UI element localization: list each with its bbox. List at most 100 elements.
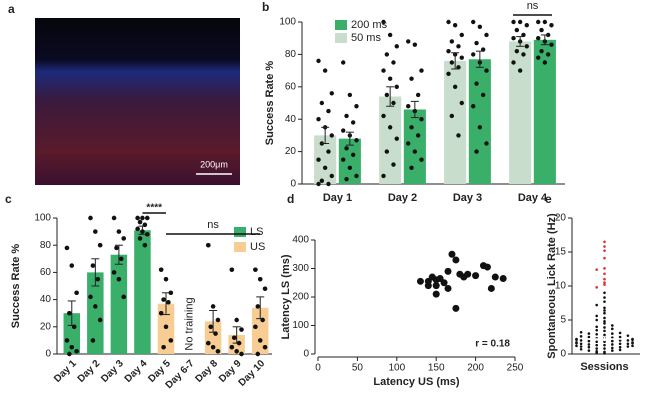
legend-swatch xyxy=(335,20,347,30)
data-point xyxy=(587,343,591,346)
data-point xyxy=(163,277,169,282)
data-point xyxy=(384,149,390,154)
x-tick-label: 250 xyxy=(507,363,524,374)
data-point xyxy=(549,23,554,28)
y-tick-label: 20 xyxy=(555,213,567,224)
data-point xyxy=(444,284,452,292)
data-point xyxy=(626,342,630,346)
data-point xyxy=(521,52,526,57)
data-point xyxy=(394,44,399,49)
data-point xyxy=(93,304,98,309)
data-point xyxy=(406,104,411,109)
data-point xyxy=(255,304,261,309)
data-point xyxy=(137,236,143,241)
data-point xyxy=(319,100,325,106)
data-point xyxy=(587,335,591,339)
data-point xyxy=(215,317,221,323)
data-point xyxy=(341,157,346,162)
data-point xyxy=(603,340,606,344)
data-point xyxy=(262,286,268,291)
data-point xyxy=(474,81,479,86)
data-point xyxy=(412,149,418,154)
data-point xyxy=(97,243,103,248)
data-point xyxy=(595,325,598,329)
data-point xyxy=(74,349,79,354)
y-tick-label: 40 xyxy=(40,294,52,305)
data-point xyxy=(329,91,334,96)
data-point xyxy=(159,311,164,316)
x-tick-label: 100 xyxy=(388,363,405,374)
data-point xyxy=(381,68,386,73)
data-point xyxy=(440,279,448,287)
data-point xyxy=(168,290,173,295)
y-tick-label: 0 xyxy=(303,349,309,360)
data-point xyxy=(611,339,614,343)
data-point xyxy=(603,316,606,320)
data-point xyxy=(394,84,399,90)
data-point xyxy=(626,334,630,337)
x-tick-label: Day 2 xyxy=(76,358,103,385)
data-point xyxy=(464,270,472,278)
data-point xyxy=(326,149,331,154)
bar xyxy=(403,109,426,184)
data-point xyxy=(93,229,98,234)
legend-label: 200 ms xyxy=(351,19,388,31)
legend-label: US xyxy=(250,241,265,253)
data-point xyxy=(452,23,458,28)
data-point xyxy=(394,136,399,141)
data-point xyxy=(344,176,349,182)
data-point xyxy=(603,245,606,248)
data-point xyxy=(350,120,356,125)
legend-swatch xyxy=(335,33,347,43)
data-point xyxy=(549,42,554,47)
panel-label: e xyxy=(545,192,552,206)
bar xyxy=(63,313,81,354)
data-point xyxy=(484,68,489,73)
y-tick-label: 15 xyxy=(555,247,567,258)
data-point xyxy=(487,284,495,292)
x-tick-label: 50 xyxy=(352,363,364,374)
y-axis-label: Success Rate % xyxy=(10,244,22,329)
data-point xyxy=(206,340,211,346)
y-tick-label: 0 xyxy=(560,349,566,360)
data-point xyxy=(631,341,634,344)
x-tick-label: 200 xyxy=(467,363,484,374)
data-point xyxy=(511,60,516,65)
data-point xyxy=(524,44,529,49)
x-tick-label: Day 3 xyxy=(99,358,126,385)
data-point xyxy=(229,267,235,272)
data-point xyxy=(166,300,171,305)
data-point xyxy=(97,317,103,323)
data-point xyxy=(452,256,460,264)
data-point xyxy=(344,113,349,119)
data-point xyxy=(587,349,591,352)
data-point xyxy=(74,290,79,295)
annotation: ns xyxy=(207,219,219,231)
legend-label: 50 ms xyxy=(351,32,381,44)
legend-swatch xyxy=(234,227,246,237)
y-tick-label: 400 xyxy=(292,235,309,246)
data-point xyxy=(326,108,331,114)
data-point xyxy=(579,342,583,346)
data-point xyxy=(626,339,630,342)
data-point xyxy=(456,44,461,49)
panel-label: c xyxy=(5,192,12,206)
data-point xyxy=(456,65,461,70)
data-point xyxy=(456,133,461,138)
data-point xyxy=(595,318,598,322)
data-point xyxy=(381,173,386,179)
data-point xyxy=(471,52,476,57)
data-point xyxy=(64,245,70,251)
data-point xyxy=(69,345,74,350)
data-point xyxy=(424,282,432,290)
data-point xyxy=(471,104,476,109)
data-point xyxy=(595,349,598,353)
data-point xyxy=(449,39,455,44)
legend-label: LS xyxy=(250,226,263,238)
data-point xyxy=(595,303,598,307)
data-point xyxy=(484,141,489,146)
y-tick-label: 0 xyxy=(45,349,51,360)
data-point xyxy=(316,58,321,64)
data-point xyxy=(499,274,507,282)
data-point xyxy=(121,294,126,300)
